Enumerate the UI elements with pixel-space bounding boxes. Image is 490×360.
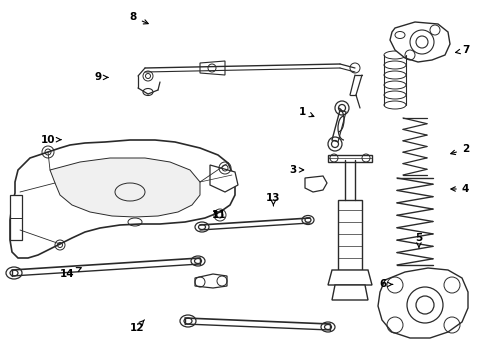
Polygon shape xyxy=(338,200,362,270)
Polygon shape xyxy=(50,158,200,217)
Text: 13: 13 xyxy=(266,193,281,206)
Polygon shape xyxy=(378,268,468,338)
Text: 5: 5 xyxy=(416,233,422,248)
Text: 7: 7 xyxy=(456,45,469,55)
Polygon shape xyxy=(328,270,372,285)
Polygon shape xyxy=(200,61,225,75)
Text: 8: 8 xyxy=(130,12,148,24)
Text: 4: 4 xyxy=(451,184,469,194)
Text: 11: 11 xyxy=(212,210,227,220)
Polygon shape xyxy=(10,195,22,240)
Text: 12: 12 xyxy=(130,320,145,333)
Text: 14: 14 xyxy=(60,267,81,279)
Text: 6: 6 xyxy=(380,279,392,289)
Polygon shape xyxy=(390,22,450,62)
Text: 1: 1 xyxy=(299,107,314,117)
Text: 2: 2 xyxy=(451,144,469,154)
Text: 3: 3 xyxy=(290,165,304,175)
Polygon shape xyxy=(210,165,238,192)
Polygon shape xyxy=(328,155,372,162)
Polygon shape xyxy=(10,140,235,258)
Text: 9: 9 xyxy=(95,72,108,82)
Polygon shape xyxy=(195,274,227,288)
Polygon shape xyxy=(332,285,368,300)
Text: 10: 10 xyxy=(41,135,61,145)
Polygon shape xyxy=(305,176,327,192)
